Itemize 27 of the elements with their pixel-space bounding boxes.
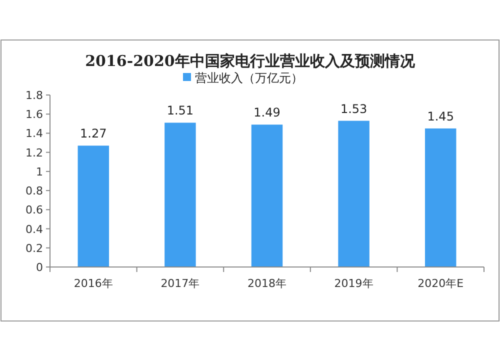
y-tick-label: 0.6 (26, 204, 43, 217)
data-label: 1.49 (254, 106, 280, 120)
y-tick-label: 0.2 (26, 242, 43, 255)
y-tick-label: 1.2 (26, 146, 43, 160)
bar (78, 146, 110, 267)
x-tick-label: 2018年 (248, 277, 286, 290)
x-tick-label: 2016年 (74, 277, 113, 290)
y-tick-label: 1 (36, 165, 43, 178)
y-tick-label: 0 (36, 261, 43, 274)
bar (164, 122, 196, 267)
y-tick-label: 1.6 (26, 108, 43, 122)
y-tick-label: 0.8 (26, 184, 43, 198)
data-label: 1.45 (427, 109, 454, 124)
bar (251, 124, 283, 267)
x-tick-label: 2020年E (418, 277, 464, 290)
data-label: 1.53 (340, 102, 368, 116)
x-tick-label: 2017年 (160, 277, 200, 290)
data-label: 1.27 (80, 126, 107, 141)
y-tick-label: 1.8 (26, 89, 43, 102)
data-label: 1.51 (166, 104, 194, 118)
chart-title: 2016-2020年中国家电行业营业收入及预测情况 (85, 52, 416, 70)
bar (424, 128, 456, 267)
legend-label: 营业收入（万亿元） (195, 71, 303, 85)
bar (338, 120, 370, 267)
x-tick-label: 2019年 (334, 277, 374, 290)
y-tick-label: 1.4 (26, 127, 43, 140)
y-tick-label: 0.4 (26, 222, 43, 236)
